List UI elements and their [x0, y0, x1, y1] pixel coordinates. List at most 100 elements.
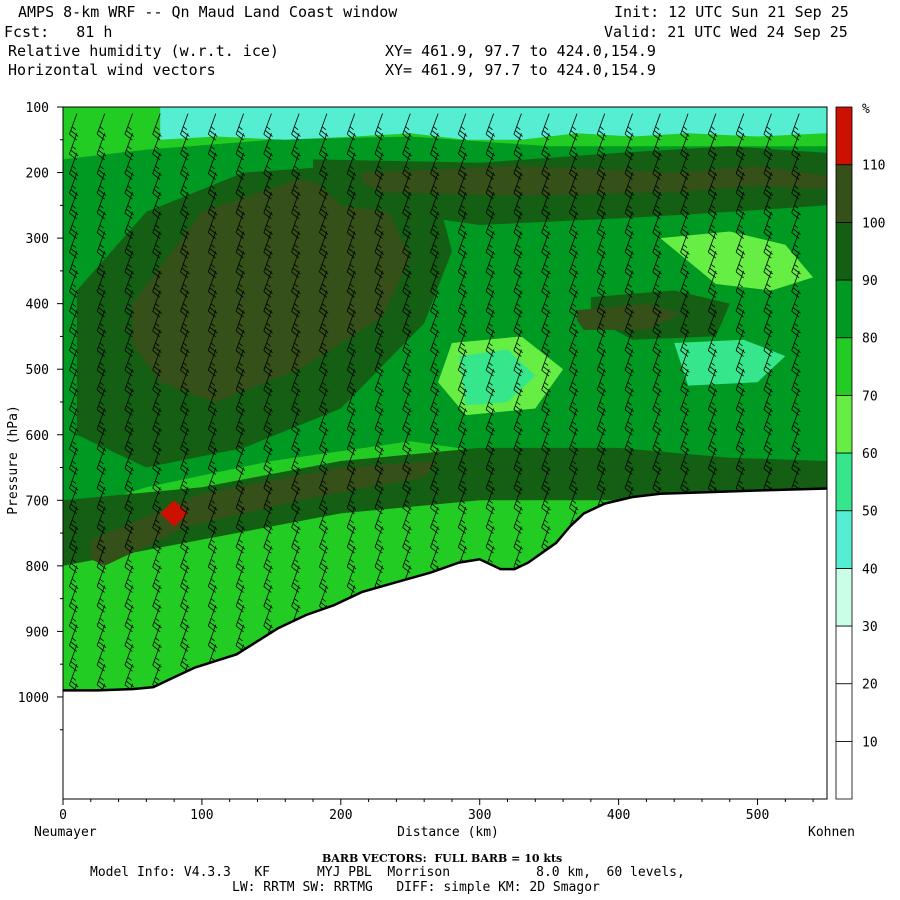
wind-barb: [96, 349, 107, 377]
wind-barb: [263, 565, 273, 593]
wind-barb: [485, 506, 496, 534]
wind-barb: [124, 290, 134, 318]
terrain-fill: [63, 488, 827, 799]
wind-barb: [707, 408, 718, 436]
wind-barb: [291, 467, 301, 495]
wind-barb: [69, 388, 79, 416]
wind-barb: [235, 506, 246, 534]
wind-barb: [124, 467, 134, 495]
wind-barb: [235, 113, 246, 141]
wind-barb: [513, 251, 523, 279]
wind-barb: [402, 369, 412, 397]
wind-barb: [624, 310, 635, 338]
wind-barb: [402, 349, 412, 377]
wind-barb: [485, 349, 496, 377]
wind-barb: [541, 113, 551, 141]
wind-barb: [569, 270, 579, 298]
wind-barb: [624, 172, 635, 200]
wind-barb: [680, 349, 690, 377]
wind-barb: [541, 487, 551, 515]
wind-barb: [624, 408, 635, 436]
wind-barb: [457, 428, 468, 456]
wind-barb: [124, 113, 134, 141]
wind-barb: [180, 546, 190, 574]
wind-barb: [152, 329, 162, 357]
wind-barb: [207, 565, 218, 593]
wind-barb: [180, 211, 190, 239]
wind-barb: [374, 231, 385, 259]
wind-barb: [374, 113, 385, 141]
xy-range-1: XY= 461.9, 97.7 to 424.0,154.9: [385, 42, 656, 60]
wind-barb: [180, 310, 190, 338]
wind-barb: [96, 270, 107, 298]
x-tick-label: 500: [746, 808, 769, 823]
wind-barb: [235, 290, 246, 318]
wind-barb: [735, 349, 746, 377]
wind-barb: [291, 585, 301, 613]
wind-barb: [319, 526, 329, 554]
wind-barb: [346, 231, 357, 259]
terrain-surface-line: [63, 487, 827, 692]
wind-barb: [430, 152, 440, 180]
wind-barb: [402, 133, 412, 161]
wind-barb: [457, 290, 468, 318]
wind-barb: [680, 428, 690, 456]
wind-barb: [96, 585, 107, 613]
wind-barb: [374, 270, 385, 298]
wind-barb: [707, 231, 718, 259]
wind-barb: [569, 231, 579, 259]
wind-barb: [96, 644, 107, 672]
wind-barb: [263, 369, 273, 397]
wind-barb: [180, 349, 190, 377]
wind-barb: [569, 388, 579, 416]
wind-barb: [541, 408, 551, 436]
wind-barb: [541, 506, 551, 534]
wind-barb: [180, 192, 190, 220]
wind-barb: [69, 192, 79, 220]
wind-barb: [152, 644, 162, 672]
wind-barb: [457, 447, 468, 475]
wind-barb: [707, 428, 718, 456]
wind-barb: [735, 329, 746, 357]
wind-barb: [207, 211, 218, 239]
wind-barb: [124, 152, 134, 180]
wind-barb: [124, 192, 134, 220]
wind-barb: [707, 447, 718, 475]
valid-time: Valid: 21 UTC Wed 24 Sep 25: [604, 23, 848, 41]
colorbar-swatch: [835, 221, 853, 281]
wind-barb: [291, 113, 301, 141]
wind-barb: [402, 310, 412, 338]
wind-barb: [124, 172, 134, 200]
wind-barb: [513, 428, 523, 456]
wind-barb: [624, 152, 635, 180]
wind-barb: [235, 526, 246, 554]
y-tick-label: 700: [26, 494, 49, 509]
wind-barb: [263, 172, 273, 200]
wind-barb: [96, 251, 107, 279]
wind-barb: [96, 133, 107, 161]
wind-barb: [263, 605, 273, 633]
wind-barb: [207, 270, 218, 298]
wind-barb: [541, 388, 551, 416]
wind-barb: [263, 310, 273, 338]
wind-barb: [652, 251, 662, 279]
wind-barb: [319, 231, 329, 259]
wind-barb: [319, 428, 329, 456]
wind-barb: [346, 408, 357, 436]
wind-barb: [152, 172, 162, 200]
wind-barb: [485, 369, 496, 397]
wind-barb: [374, 192, 385, 220]
wind-barb: [152, 565, 162, 593]
wind-barb: [69, 329, 79, 357]
wind-barb: [541, 152, 551, 180]
wind-barb: [291, 487, 301, 515]
x-tick-label: 0: [59, 808, 67, 823]
wind-barb: [652, 329, 662, 357]
wind-barb: [402, 290, 412, 318]
wind-barb: [374, 290, 385, 318]
wind-barb: [513, 192, 523, 220]
wind-barb: [124, 349, 134, 377]
wind-barb: [735, 388, 746, 416]
wind-barb: [430, 113, 440, 141]
wind-barb: [513, 408, 523, 436]
